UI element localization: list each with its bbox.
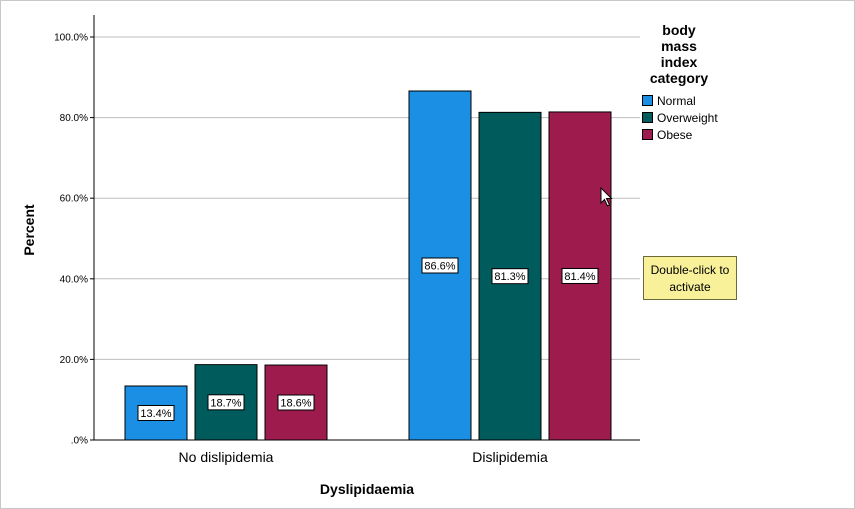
legend-title: body mass index category — [642, 22, 716, 86]
data-label-box — [277, 394, 315, 411]
x-tick-label: No dislipidemia — [179, 449, 274, 465]
data-label-box — [137, 404, 175, 421]
bar-obese — [548, 111, 612, 441]
data-label-box — [491, 268, 529, 285]
y-tick-label: 20.0% — [60, 355, 88, 366]
legend-title-line: body — [662, 22, 696, 38]
legend-title-line: index — [660, 54, 698, 70]
legend-item-normal: Normal — [642, 92, 772, 109]
legend: body mass index category Normal Overweig… — [642, 22, 772, 143]
x-axis-title: Dyslipidaemia — [320, 481, 414, 497]
tooltip-line: Double-click to — [650, 263, 730, 277]
legend-label: Normal — [657, 93, 696, 108]
tooltip-line: activate — [669, 280, 711, 294]
legend-swatch — [642, 95, 653, 106]
legend-label: Overweight — [657, 110, 718, 125]
data-label: 13.4% — [140, 408, 171, 420]
data-label: 18.6% — [280, 398, 311, 410]
data-label-box — [421, 257, 459, 274]
data-label: 18.7% — [210, 397, 241, 409]
y-tick-label: 40.0% — [60, 274, 88, 285]
legend-swatch — [642, 112, 653, 123]
y-tick-label: 80.0% — [60, 113, 88, 124]
legend-title-line: category — [649, 70, 709, 86]
legend-swatch — [642, 129, 653, 140]
mouse-cursor-icon — [600, 187, 613, 207]
activate-tooltip: Double-click to activate — [643, 256, 737, 300]
data-label-box — [561, 267, 599, 284]
x-tick-label: Dislipidemia — [472, 449, 548, 465]
legend-title-line: mass — [661, 38, 697, 54]
legend-item-obese: Obese — [642, 126, 772, 143]
data-label: 81.4% — [564, 271, 595, 283]
data-label-box — [207, 394, 245, 411]
legend-item-overweight: Overweight — [642, 109, 772, 126]
y-tick-label: 100.0% — [54, 33, 88, 44]
legend-label: Obese — [657, 127, 693, 142]
data-label: 86.6% — [424, 261, 455, 273]
y-tick-label: 60.0% — [60, 194, 88, 205]
y-tick-label: .0% — [71, 436, 88, 447]
data-label: 81.3% — [494, 271, 525, 283]
y-axis-title: Percent — [21, 204, 37, 256]
